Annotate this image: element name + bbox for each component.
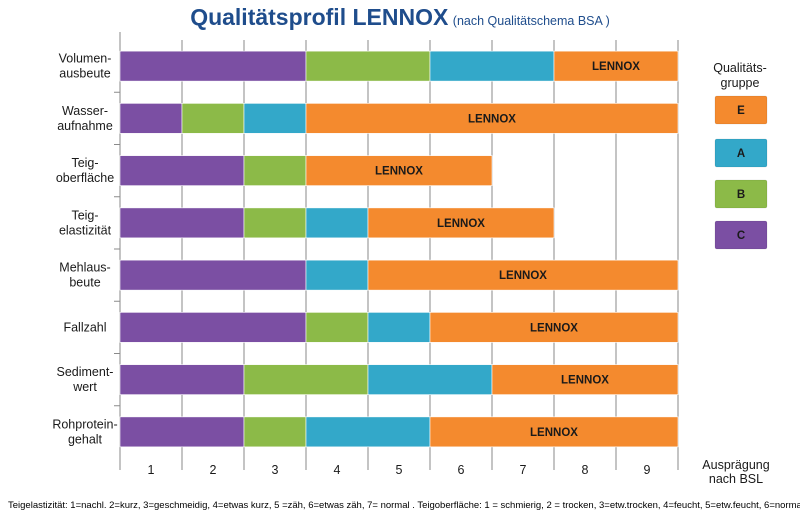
title-subtitle: (nach Qualitätschema BSA ) bbox=[452, 14, 610, 28]
bar-label-7: LENNOX bbox=[530, 427, 578, 439]
bar-B-1 bbox=[181, 103, 245, 134]
category-label-4-1: beute bbox=[69, 276, 100, 290]
bar-A-5 bbox=[367, 312, 431, 343]
x-tick-label-5: 5 bbox=[396, 463, 403, 477]
category-label-0-0: Volumen- bbox=[59, 52, 112, 66]
bar-A-6 bbox=[367, 364, 493, 395]
category-label-7-0: Rohprotein- bbox=[52, 417, 117, 431]
bar-B-0 bbox=[305, 50, 431, 82]
legend-label-C: C bbox=[737, 230, 745, 242]
bar-E-2 bbox=[305, 155, 493, 186]
category-label-1-1: aufnahme bbox=[57, 119, 113, 133]
category-label-3-1: elastizität bbox=[59, 223, 112, 237]
bar-C-7 bbox=[119, 416, 245, 448]
legend-swatch-C bbox=[714, 220, 768, 250]
bar-B-5 bbox=[305, 312, 369, 343]
bar-B-7 bbox=[243, 416, 307, 448]
bar-C-3 bbox=[119, 207, 245, 239]
category-label-2-1: oberfläche bbox=[56, 171, 114, 185]
category-label-6-0: Sediment- bbox=[57, 365, 114, 379]
legend-swatch-A bbox=[714, 138, 768, 168]
category-label-6-1: wert bbox=[72, 380, 97, 394]
category-label-2-0: Teig- bbox=[71, 156, 98, 170]
x-tick-label-6: 6 bbox=[458, 463, 465, 477]
bar-C-1 bbox=[119, 103, 183, 134]
x-axis-title-0: Ausprägung bbox=[702, 458, 769, 472]
bar-C-0 bbox=[119, 50, 307, 82]
x-tick-label-8: 8 bbox=[582, 463, 589, 477]
bar-label-6: LENNOX bbox=[561, 375, 609, 387]
bar-A-0 bbox=[429, 50, 555, 82]
bar-E-7 bbox=[429, 416, 679, 448]
category-label-5-0: Fallzahl bbox=[63, 320, 106, 334]
bar-E-6 bbox=[491, 364, 679, 395]
bar-label-2: LENNOX bbox=[375, 166, 423, 178]
legend-label-A: A bbox=[737, 148, 745, 160]
bar-B-2 bbox=[243, 155, 307, 186]
bar-E-3 bbox=[367, 207, 555, 239]
bar-C-6 bbox=[119, 364, 245, 395]
bar-B-6 bbox=[243, 364, 369, 395]
legend-swatch-B bbox=[714, 179, 768, 209]
legend-label-E: E bbox=[737, 105, 745, 117]
bar-C-5 bbox=[119, 312, 307, 343]
bar-E-0 bbox=[553, 50, 679, 82]
legend-swatch-E bbox=[714, 95, 768, 125]
bar-A-3 bbox=[305, 207, 369, 239]
x-tick-label-1: 1 bbox=[148, 463, 155, 477]
bar-C-2 bbox=[119, 155, 245, 186]
bar-label-5: LENNOX bbox=[530, 322, 578, 334]
bar-C-4 bbox=[119, 259, 307, 291]
bar-E-4 bbox=[367, 259, 679, 291]
category-label-4-0: Mehlaus- bbox=[59, 261, 110, 275]
bar-A-4 bbox=[305, 259, 369, 291]
x-tick-label-9: 9 bbox=[644, 463, 651, 477]
category-label-1-0: Wasser- bbox=[62, 104, 108, 118]
chart-title: Qualitätsprofil LENNOX (nach Qualitätsch… bbox=[0, 4, 800, 31]
x-tick-label-3: 3 bbox=[272, 463, 279, 477]
bar-label-1: LENNOX bbox=[468, 113, 516, 125]
bar-label-0: LENNOX bbox=[592, 61, 640, 73]
footnote: Teigelastizität: 1=nachl. 2=kurz, 3=gesc… bbox=[8, 500, 800, 511]
x-tick-label-2: 2 bbox=[210, 463, 217, 477]
legend-label-B: B bbox=[737, 189, 745, 201]
x-axis-title-1: nach BSL bbox=[709, 472, 763, 486]
bar-E-5 bbox=[429, 312, 679, 343]
x-tick-label-7: 7 bbox=[520, 463, 527, 477]
bar-A-7 bbox=[305, 416, 431, 448]
category-label-7-1: gehalt bbox=[68, 432, 103, 446]
bar-label-4: LENNOX bbox=[499, 270, 547, 282]
legend-title-0: Qualitäts- bbox=[713, 61, 767, 75]
category-label-3-0: Teig- bbox=[71, 208, 98, 222]
title-main: Qualitätsprofil LENNOX bbox=[190, 4, 449, 30]
legend-title-1: gruppe bbox=[721, 76, 760, 90]
bar-B-3 bbox=[243, 207, 307, 239]
x-tick-label-4: 4 bbox=[334, 463, 341, 477]
bar-label-3: LENNOX bbox=[437, 218, 485, 230]
bar-E-1 bbox=[305, 103, 679, 134]
bar-A-1 bbox=[243, 103, 307, 134]
category-label-0-1: ausbeute bbox=[59, 67, 110, 81]
